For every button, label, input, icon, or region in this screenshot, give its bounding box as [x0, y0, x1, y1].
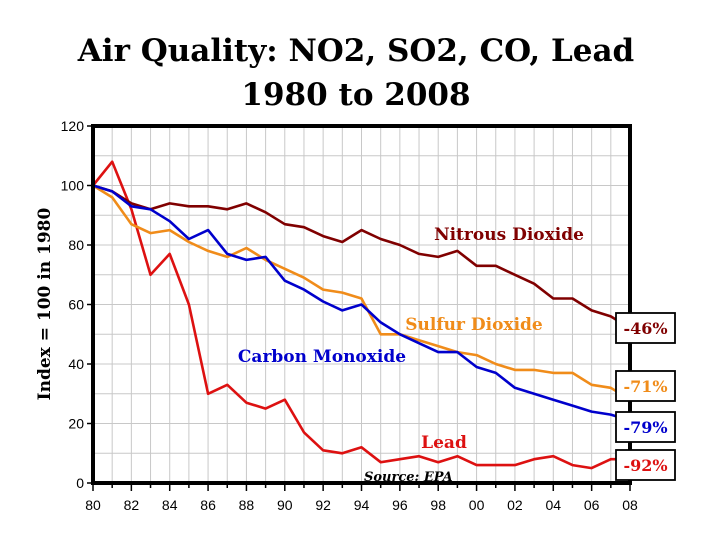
series-label-carbon-monoxide: Carbon Monoxide — [238, 347, 406, 367]
y-tick-label: 100 — [61, 178, 85, 194]
series-line-nitrous-dioxide — [92, 184, 631, 330]
series-line-sulfur-dioxide — [92, 184, 631, 401]
y-tick-label: 0 — [76, 475, 84, 491]
y-axis: 0 20 40 60 80 100 120 — [61, 118, 93, 491]
end-label-nitrous-dioxide: -46% — [623, 319, 667, 338]
series-line-lead — [91, 160, 630, 470]
x-tick-label: 82 — [124, 497, 140, 513]
x-tick-label: 84 — [162, 497, 178, 513]
chart-subtitle: 1980 to 2008 — [241, 77, 471, 113]
end-label-box — [615, 411, 676, 443]
x-tick-label: 08 — [622, 497, 638, 513]
series-label-sulfur-dioxide: Sulfur Dioxide — [405, 315, 543, 335]
series-lines — [91, 160, 631, 470]
end-label-carbon-monoxide: -79% — [623, 418, 667, 437]
grid-lines — [92, 125, 631, 484]
end-label-lead: -92% — [623, 456, 667, 475]
end-label-box — [615, 312, 676, 344]
x-tick-label: 88 — [239, 497, 255, 513]
x-tick-label: 00 — [469, 497, 485, 513]
y-tick-label: 40 — [68, 356, 84, 372]
series-line-carbon-monoxide — [92, 184, 631, 422]
x-tick-label: 80 — [85, 497, 101, 513]
x-tick-label: 02 — [507, 497, 523, 513]
x-tick-label: 94 — [354, 497, 370, 513]
source-annotation: Source: EPA — [364, 470, 453, 485]
y-tick-label: 120 — [61, 118, 85, 134]
y-tick-label: 80 — [68, 237, 84, 253]
x-axis: 80 82 84 86 88 90 92 94 96 98 00 02 04 06 08 — [85, 483, 638, 513]
end-label-sulfur-dioxide: -71% — [623, 377, 667, 396]
x-tick-label: 86 — [200, 497, 216, 513]
series-label-lead: Lead — [421, 433, 467, 453]
y-axis-label: Index = 100 in 1980 — [35, 207, 55, 400]
x-tick-label: 92 — [315, 497, 331, 513]
end-label-box — [615, 370, 676, 402]
y-tick-label: 60 — [68, 297, 84, 313]
x-tick-label: 96 — [392, 497, 408, 513]
series-label-nitrous-dioxide: Nitrous Dioxide — [434, 225, 584, 245]
x-tick-label: 90 — [277, 497, 293, 513]
x-tick-label: 06 — [584, 497, 600, 513]
end-label-box — [615, 449, 676, 481]
series-labels: Nitrous Dioxide Sulfur Dioxide Carbon Mono… — [238, 225, 584, 453]
y-tick-label: 20 — [68, 416, 84, 432]
x-tick-label: 04 — [545, 497, 561, 513]
chart-title: Air Quality: NO2, SO2, CO, Lead — [77, 33, 635, 69]
x-tick-label: 98 — [430, 497, 446, 513]
end-labels: -46% -71% -79% -92% — [615, 312, 676, 481]
